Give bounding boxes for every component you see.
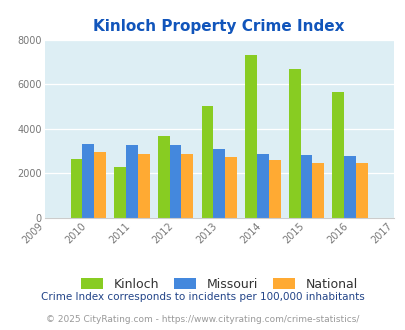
Text: © 2025 CityRating.com - https://www.cityrating.com/crime-statistics/: © 2025 CityRating.com - https://www.city… (46, 315, 359, 324)
Title: Kinloch Property Crime Index: Kinloch Property Crime Index (93, 19, 344, 34)
Bar (114, 167, 126, 218)
Bar (70, 159, 82, 218)
Bar (312, 163, 324, 218)
Bar (268, 160, 280, 218)
Bar (94, 152, 106, 218)
Bar (225, 157, 237, 218)
Bar (245, 54, 256, 218)
Bar (256, 154, 268, 218)
Bar (82, 144, 94, 218)
Text: Crime Index corresponds to incidents per 100,000 inhabitants: Crime Index corresponds to incidents per… (41, 292, 364, 302)
Bar (213, 149, 225, 218)
Bar (169, 145, 181, 218)
Bar (181, 154, 193, 218)
Bar (201, 106, 213, 218)
Bar (355, 163, 367, 218)
Bar (138, 154, 149, 218)
Bar (126, 146, 138, 218)
Bar (332, 92, 343, 218)
Bar (300, 155, 312, 218)
Bar (288, 69, 300, 218)
Legend: Kinloch, Missouri, National: Kinloch, Missouri, National (81, 278, 357, 290)
Bar (158, 137, 169, 218)
Bar (343, 156, 355, 218)
